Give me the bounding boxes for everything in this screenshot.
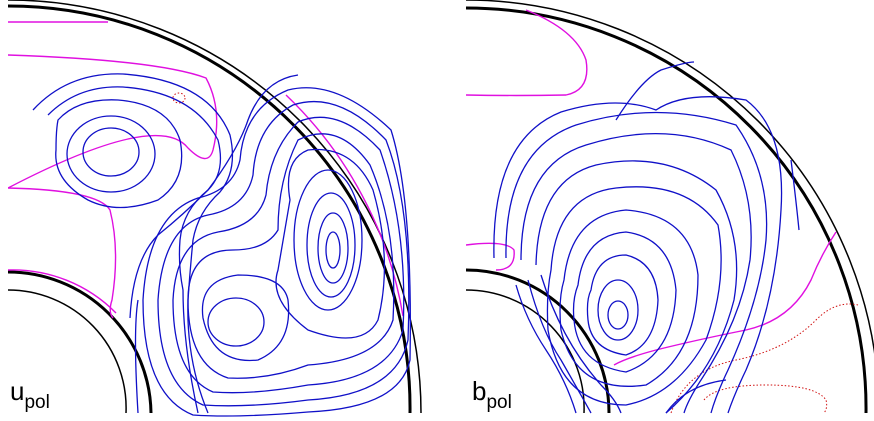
contour-vortex-b-2 bbox=[317, 212, 349, 284]
contour-outer-1 bbox=[129, 74, 299, 319]
contour-vortex-a-3 bbox=[55, 99, 183, 209]
contour-lower-4 bbox=[665, 379, 727, 414]
contour-vortex-a-2 bbox=[66, 115, 156, 193]
inner-shell-thin bbox=[466, 289, 585, 414]
contour-ring-5 bbox=[559, 209, 699, 387]
contour-merged-3 bbox=[187, 133, 395, 379]
contour-merged-1 bbox=[201, 274, 290, 362]
inner-shell-thick bbox=[8, 270, 153, 414]
outer-shell-thick bbox=[8, 4, 412, 414]
zero-contour-inner bbox=[8, 269, 117, 314]
zero-contour-left bbox=[466, 242, 515, 271]
contour-lower-2 bbox=[527, 279, 592, 414]
upol-label: upol bbox=[10, 376, 50, 414]
contour-ring-7 bbox=[535, 160, 738, 414]
inner-shell-thin bbox=[8, 289, 127, 414]
contour-ring-8 bbox=[520, 132, 752, 414]
negative-contour-2 bbox=[703, 384, 828, 414]
contour-vortex-c-1 bbox=[207, 297, 265, 347]
contour-ring-11 bbox=[615, 61, 695, 121]
contour-lower-3 bbox=[540, 274, 622, 414]
contour-ring-12 bbox=[790, 159, 800, 231]
contour-ring-9 bbox=[505, 111, 768, 414]
contour-merged-8 bbox=[32, 73, 234, 414]
outer-shell-thin bbox=[466, 0, 874, 355]
bpol-contour-plot bbox=[466, 0, 874, 414]
negative-contour-small bbox=[172, 92, 186, 104]
contour-outer-2 bbox=[134, 299, 139, 414]
contour-core-2 bbox=[597, 279, 639, 341]
panel-upol: upol bbox=[8, 0, 428, 421]
upol-label-sub: pol bbox=[24, 392, 50, 413]
contour-merged-7 bbox=[47, 86, 222, 414]
bpol-label-sub: pol bbox=[486, 392, 512, 413]
contour-merged-4 bbox=[172, 116, 405, 394]
outer-shell-thick bbox=[466, 6, 868, 414]
contour-vortex-b-1 bbox=[325, 231, 341, 269]
upol-label-main: u bbox=[10, 376, 25, 406]
contour-ring-6 bbox=[546, 186, 722, 406]
negative-contour-1 bbox=[670, 303, 859, 414]
bpol-label-main: b bbox=[472, 376, 487, 406]
zero-contour-left bbox=[8, 187, 117, 319]
contour-vortex-a-1 bbox=[82, 127, 140, 177]
inner-shell-thick bbox=[466, 268, 611, 414]
contour-vortex-b-4 bbox=[293, 169, 363, 311]
zero-contour-outer-edge bbox=[285, 94, 404, 317]
contour-vortex-b-3 bbox=[306, 192, 356, 298]
zero-contour-right bbox=[613, 231, 837, 366]
contour-ring-10 bbox=[493, 96, 783, 414]
contour-merged-5 bbox=[157, 101, 410, 407]
zero-contour-upper bbox=[8, 54, 218, 189]
contour-merged-6 bbox=[142, 87, 412, 417]
upol-contour-plot bbox=[8, 0, 422, 417]
zero-contour-top bbox=[466, 9, 588, 97]
contour-ring-3 bbox=[586, 254, 659, 356]
contour-core-1 bbox=[607, 300, 629, 330]
contour-lower-1 bbox=[515, 284, 577, 414]
contour-merged-2 bbox=[275, 148, 386, 339]
contour-ring-4 bbox=[572, 231, 677, 373]
panel-bpol: bpol bbox=[466, 0, 874, 421]
bpol-label: bpol bbox=[472, 376, 512, 414]
